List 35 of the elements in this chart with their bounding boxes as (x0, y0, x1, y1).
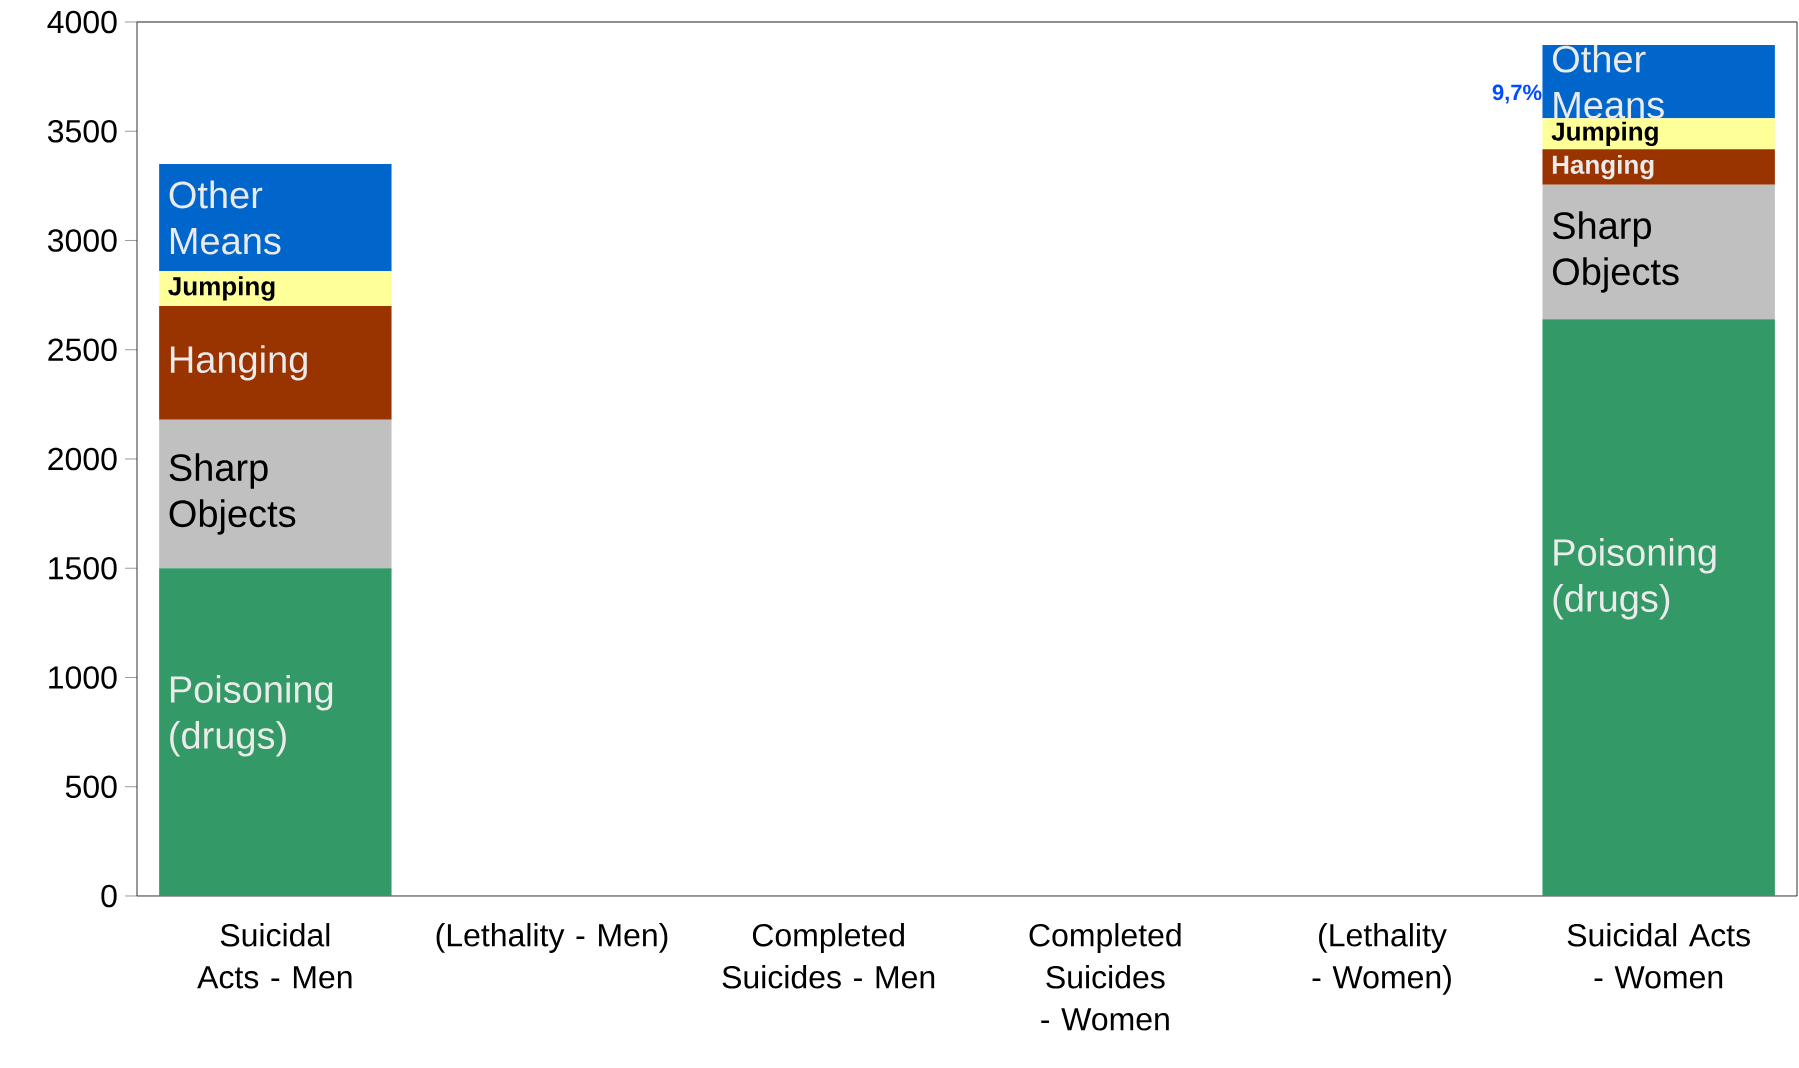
text: Jumping (168, 276, 275, 301)
bar (159, 306, 392, 420)
y-tick-label: 500 (65, 775, 117, 799)
text: Poisoning (drugs) (170, 675, 333, 757)
text: Other Means (169, 180, 281, 255)
y-tick-label: 3000 (47, 229, 117, 252)
series-label: Poisoning (drugs) (1553, 538, 1716, 620)
y-tick-label: 3500 (47, 119, 117, 143)
text: Hanging (170, 345, 307, 381)
series-label: Other Means (1552, 44, 1664, 119)
x-tick-label: (Lethality - Women) (1312, 923, 1451, 995)
series-label: Jumping (1551, 121, 1658, 147)
bar (159, 164, 392, 272)
annotation: 9,7% (1492, 84, 1542, 104)
y-tick-label: 2000 (48, 447, 117, 471)
y-tick-label: 4000 (47, 10, 117, 34)
x-tick-label: Completed Suicides - Men (722, 923, 935, 989)
x-tick-label: (Lethality - Men) (436, 923, 668, 953)
y-tick-label: 2500 (48, 338, 117, 362)
bar (159, 271, 392, 307)
bar (1542, 149, 1775, 185)
bar (159, 568, 392, 896)
x-tick-label: Suicidal Acts - Women (1567, 923, 1750, 989)
bar (1542, 184, 1775, 320)
text: Sharp Objects (1552, 211, 1679, 293)
x-tick-label: Completed Suicides - Women (1029, 923, 1181, 1031)
bar (159, 419, 392, 569)
y-tick-label: 1000 (49, 666, 117, 689)
series-label: Sharp Objects (169, 453, 296, 535)
series-label: Hanging (1552, 154, 1654, 180)
bar (1542, 44, 1775, 119)
bar (1542, 319, 1775, 896)
y-tick-label: 0 (101, 884, 117, 908)
y-tick-label: 1500 (49, 556, 117, 580)
x-tick-label: Suicidal Acts - Men (197, 923, 352, 989)
